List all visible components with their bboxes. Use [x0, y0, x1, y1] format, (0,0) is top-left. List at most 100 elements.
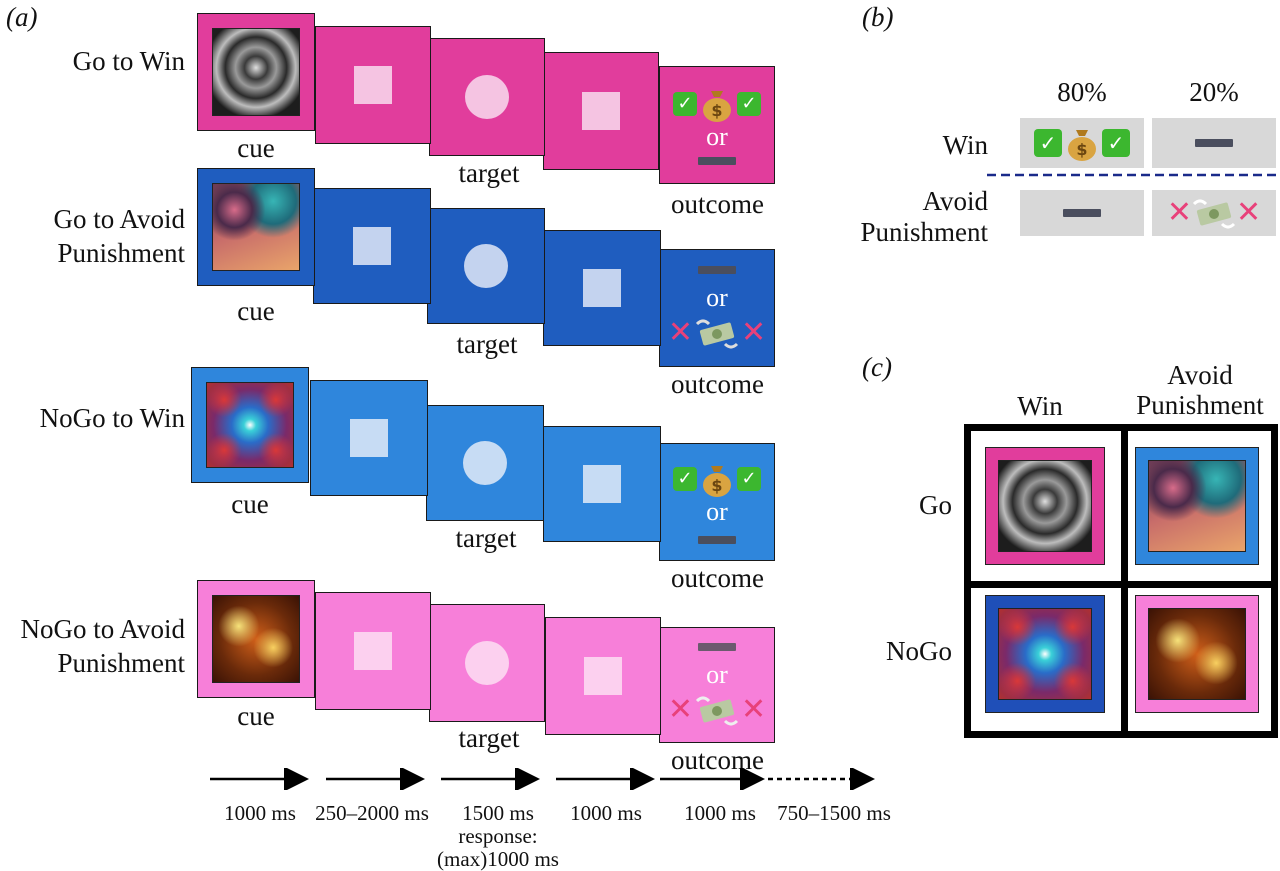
or-text: or — [706, 660, 728, 689]
go-avoid-cue — [1135, 447, 1259, 565]
panel-c-col-header-win: Win — [1017, 391, 1063, 421]
row4-target-screen — [429, 604, 545, 722]
check-icon: ✓ — [673, 92, 697, 116]
timeline-label-4: 1000 ms — [570, 801, 642, 825]
row2-target-screen — [427, 208, 545, 324]
row2-cue-label: cue — [237, 296, 275, 326]
row3-fixation1-screen — [310, 380, 428, 496]
row3-cue-label: cue — [231, 489, 269, 519]
go-win-cue — [985, 447, 1105, 565]
row4-outcome-screen: or ✕ ✕ — [659, 627, 775, 743]
row1-fixation1-screen — [315, 26, 431, 144]
cue-image-fractal-fire — [1148, 608, 1246, 700]
row1-cue-label: cue — [237, 133, 275, 163]
neutral-dash-icon — [1195, 139, 1233, 147]
red-x-icon: ✕ — [1236, 195, 1262, 230]
cue-image-fractal-symmetric — [206, 382, 294, 468]
row2-fixation1-screen — [313, 188, 431, 304]
row1-outcome-label: outcome — [671, 189, 764, 219]
panel-b-header-20: 20% — [1189, 77, 1239, 107]
check-icon: ✓ — [1034, 129, 1062, 157]
target-circle-icon — [465, 641, 509, 685]
fixation-cross-icon — [583, 269, 621, 307]
panel-b-letter: (b) — [862, 2, 894, 32]
svg-text:$: $ — [1076, 140, 1087, 159]
panel-b-row-label-win: Win — [942, 130, 988, 160]
row1-target-screen — [429, 38, 545, 156]
check-icon: ✓ — [737, 92, 761, 116]
panel-c-row-label-nogo: NoGo — [886, 636, 952, 666]
row2-cue-screen — [197, 168, 315, 286]
cue-image-fractal-symmetric — [998, 608, 1092, 700]
row4-cue-label: cue — [237, 701, 275, 731]
panel-c-row-label-go: Go — [919, 490, 952, 520]
timeline-label-5: 1000 ms — [684, 801, 756, 825]
row3-target-label: target — [455, 523, 517, 553]
panel-b-divider — [987, 173, 1280, 177]
row3-target-screen — [426, 405, 544, 521]
avoid-20-cell: ✕ ✕ — [1152, 190, 1276, 236]
row-label-go-to-avoid: Go to Avoid Punishment — [53, 204, 185, 268]
money-flying-icon — [695, 319, 739, 349]
timeline-label-1: 1000 ms — [224, 801, 296, 825]
panel-c-letter: (c) — [862, 352, 892, 382]
row2-target-label: target — [456, 329, 518, 359]
nogo-avoid-cue — [1135, 595, 1259, 713]
money-flying-icon — [1192, 199, 1236, 229]
red-x-icon: ✕ — [741, 692, 767, 727]
row-label-nogo-to-avoid: NoGo to Avoid Punishment — [20, 614, 185, 678]
cue-image-tunnel — [998, 460, 1092, 552]
timeline-label-2: 250–2000 ms — [315, 801, 429, 825]
row1-target-label: target — [458, 158, 520, 188]
panel-a-letter: (a) — [6, 2, 38, 32]
row4-target-label: target — [458, 723, 520, 753]
cue-image-fractal-fire — [212, 595, 300, 683]
row3-fixation2-screen — [543, 426, 661, 542]
panel-b-row-label-avoid: Avoid Punishment — [860, 186, 988, 247]
row-label-nogo-to-win: NoGo to Win — [39, 403, 185, 433]
panel-b-header-80: 80% — [1057, 77, 1107, 107]
check-icon: ✓ — [737, 467, 761, 491]
fixation-cross-icon — [583, 465, 621, 503]
target-circle-icon — [465, 75, 509, 119]
neutral-dash-icon — [698, 536, 736, 544]
target-circle-icon — [464, 244, 508, 288]
money-bag-icon: $ — [703, 466, 731, 497]
neutral-dash-icon — [1063, 209, 1101, 217]
or-text: or — [706, 497, 728, 526]
svg-text:$: $ — [711, 476, 722, 495]
panel-c-grid — [964, 424, 1278, 738]
row1-cue-screen — [197, 13, 315, 131]
svg-text:$: $ — [711, 101, 722, 120]
fixation-cross-icon — [582, 92, 620, 130]
fixation-cross-icon — [584, 657, 622, 695]
neutral-dash-icon — [698, 643, 736, 651]
or-text: or — [706, 122, 728, 151]
win-20-cell — [1152, 118, 1276, 168]
neutral-dash-icon — [698, 157, 736, 165]
neutral-dash-icon — [698, 266, 736, 274]
check-icon: ✓ — [1102, 129, 1130, 157]
row4-cue-screen — [197, 580, 315, 698]
panel-c-grid-hline — [971, 581, 1271, 588]
row4-fixation1-screen — [315, 592, 431, 710]
fixation-cross-icon — [353, 227, 391, 265]
row2-fixation2-screen — [543, 230, 661, 346]
red-x-icon: ✕ — [741, 315, 767, 350]
money-flying-icon — [695, 696, 739, 726]
row2-outcome-label: outcome — [671, 369, 764, 399]
row1-fixation2-screen — [543, 52, 659, 170]
timeline-label-3: 1500 ms response: (max)1000 ms — [437, 801, 559, 871]
red-x-icon: ✕ — [667, 692, 693, 727]
red-x-icon: ✕ — [667, 315, 693, 350]
cue-image-tunnel — [212, 28, 300, 116]
check-icon: ✓ — [673, 467, 697, 491]
or-text: or — [706, 283, 728, 312]
cue-image-fractal-spiral — [1148, 460, 1246, 552]
fixation-cross-icon — [354, 632, 392, 670]
row2-outcome-screen: or ✕ ✕ — [659, 249, 775, 367]
fixation-cross-icon — [354, 66, 392, 104]
avoid-80-cell — [1020, 190, 1144, 236]
row3-outcome-screen: ✓ $ ✓ or — [659, 443, 775, 561]
red-x-icon: ✕ — [1166, 195, 1192, 230]
